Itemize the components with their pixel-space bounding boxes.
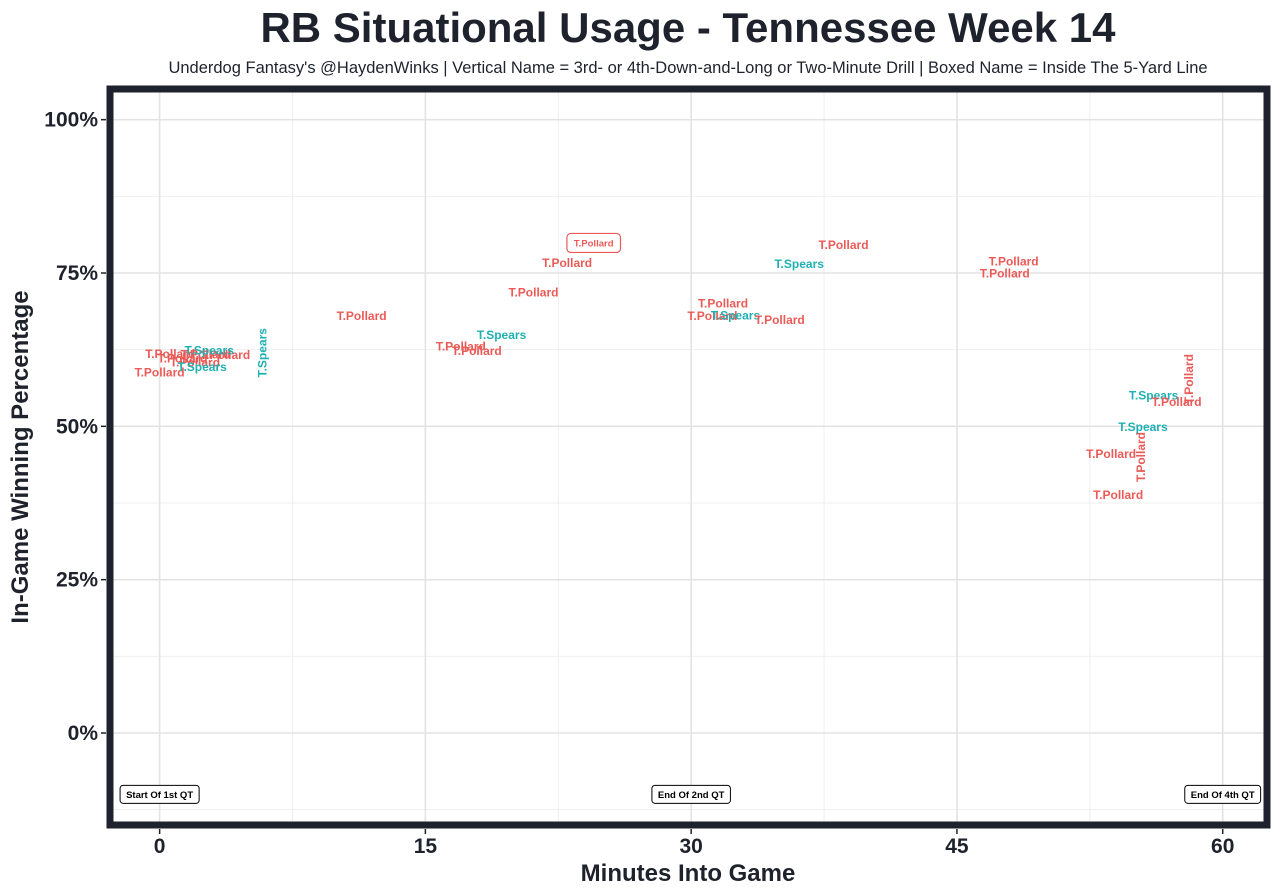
data-point-label: T.Spears (477, 328, 527, 342)
data-point-label: T.Pollard (200, 348, 250, 362)
data-point-label: T.Pollard (574, 238, 614, 249)
data-point-label: T.Pollard (980, 267, 1030, 281)
quarter-annotation-box (651, 784, 731, 804)
data-point-label: T.Pollard (170, 356, 220, 370)
y-tick-label: 75% (56, 262, 98, 285)
data-point-label: T.Pollard (1182, 354, 1196, 404)
data-point-label: T.Spears (1118, 420, 1168, 434)
quarter-annotation-box (1184, 784, 1262, 804)
x-tick-label: 15 (414, 835, 438, 858)
data-point-label: T.Pollard (452, 344, 502, 358)
data-point-label: T.Spears (177, 360, 227, 374)
data-point-label: T.Pollard (1134, 432, 1148, 482)
grid-lines (110, 89, 1267, 825)
x-axis-title: Minutes Into Game (581, 860, 796, 887)
data-point: T.Pollard (436, 340, 486, 354)
data-points: T.PollardT.PollardT.PollardT.PollardT.Po… (135, 232, 1202, 502)
data-point: T.Pollard (698, 297, 748, 311)
data-point: T.Pollard (687, 309, 737, 323)
quarter-annotation: Start Of 1st QT (119, 784, 200, 804)
plot-frame (106, 85, 1271, 829)
data-point: T.Pollard (1182, 354, 1196, 404)
quarter-annotation-label: End Of 2nd QT (658, 790, 725, 801)
data-point-label: T.Pollard (508, 286, 558, 300)
data-point: T.Spears (477, 328, 527, 342)
data-point: T.Pollard (145, 347, 195, 361)
data-point: T.Pollard (337, 309, 387, 323)
data-point-label: T.Pollard (135, 365, 185, 379)
y-tick-label: 0% (68, 722, 99, 745)
data-point-label: T.Pollard (158, 351, 208, 365)
data-point-label: T.Pollard (819, 238, 869, 252)
y-tick-label: 50% (56, 415, 98, 438)
data-point-label: T.Pollard (698, 297, 748, 311)
data-point: T.Pollard (181, 348, 231, 362)
data-point: T.Pollard (135, 365, 185, 379)
y-tick-label: 25% (56, 569, 98, 592)
x-tick-label: 45 (945, 835, 969, 858)
quarter-annotation-box (119, 784, 200, 804)
data-point: T.Pollard (566, 232, 622, 254)
data-point-label: T.Pollard (337, 309, 387, 323)
data-point: T.Pollard (1152, 395, 1202, 409)
data-point-label: T.Pollard (755, 313, 805, 327)
data-point: T.Pollard (819, 238, 869, 252)
y-tick-label: 100% (44, 109, 98, 132)
data-point: T.Pollard (452, 344, 502, 358)
data-point: T.Spears (1129, 389, 1179, 403)
data-point-label: T.Pollard (542, 256, 592, 270)
data-point: T.Pollard (1134, 432, 1148, 482)
quarter-annotation: End Of 2nd QT (651, 784, 731, 804)
data-point-label: T.Pollard (1093, 488, 1143, 502)
data-point-label: T.Pollard (145, 347, 195, 361)
data-point: T.Spears (255, 328, 269, 378)
data-point-label: T.Spears (1129, 389, 1179, 403)
x-tick-label: 60 (1211, 835, 1234, 858)
data-point: T.Pollard (508, 286, 558, 300)
quarter-annotation-label: Start Of 1st QT (126, 790, 193, 801)
data-point-label: T.Spears (775, 257, 825, 271)
axis-ticks: 0 15 30 45 60 0% 25% 50% 75% 100% (44, 109, 1234, 858)
y-axis-title: In-Game Winning Percentage (7, 290, 34, 623)
data-point: T.Pollard (170, 356, 220, 370)
data-point-label: T.Spears (255, 328, 269, 378)
data-point: T.Pollard (980, 267, 1030, 281)
data-point-label: T.Pollard (1152, 395, 1202, 409)
data-point-label: T.Spears (711, 308, 761, 322)
quarter-annotation-label: End Of 4th QT (1191, 790, 1255, 801)
data-point-label: T.Pollard (989, 254, 1039, 268)
data-point-label: T.Pollard (436, 340, 486, 354)
data-point: T.Spears (185, 343, 235, 357)
data-point-label: T.Pollard (181, 348, 231, 362)
data-point-label: T.Pollard (1086, 447, 1136, 461)
quarter-annotations: Start Of 1st QT End Of 2nd QT End Of 4th Q… (119, 784, 1262, 804)
data-point: T.Spears (177, 360, 227, 374)
data-point: T.Spears (711, 308, 761, 322)
data-point: T.Spears (1118, 420, 1168, 434)
chart-subtitle: Underdog Fantasy's @HaydenWinks | Vertic… (168, 59, 1207, 77)
x-tick-label: 30 (679, 835, 702, 858)
chart-title: RB Situational Usage - Tennessee Week 14 (260, 4, 1116, 51)
data-point: T.Pollard (542, 256, 592, 270)
data-point-label: T.Spears (185, 343, 235, 357)
data-point: T.Pollard (1086, 447, 1136, 461)
data-point: T.Pollard (755, 313, 805, 327)
data-point: T.Pollard (158, 351, 208, 365)
data-point-box (566, 232, 622, 254)
data-point: T.Pollard (1093, 488, 1143, 502)
data-point: T.Pollard (989, 254, 1039, 268)
data-point: T.Spears (775, 257, 825, 271)
data-point-label: T.Pollard (687, 309, 737, 323)
data-point: T.Pollard (200, 348, 250, 362)
x-tick-label: 0 (154, 835, 166, 858)
quarter-annotation: End Of 4th QT (1184, 784, 1262, 804)
